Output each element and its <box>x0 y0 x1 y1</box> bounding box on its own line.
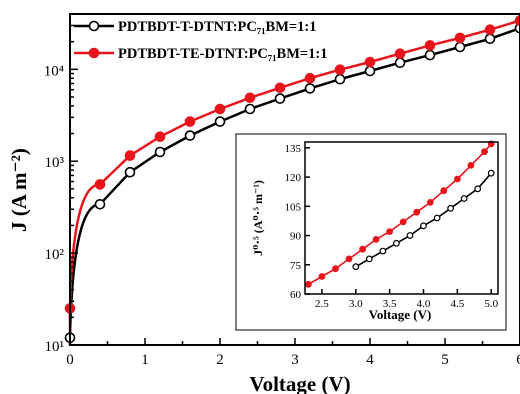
inset-point-s1-7 <box>399 218 407 226</box>
legend-label-1: PDTBDT-TE-DTNT:PC₇₁BM=1:1 <box>118 46 328 62</box>
inset-point-s1-6 <box>386 228 394 236</box>
main-point-s1-10 <box>364 56 376 68</box>
main-point-s1-6 <box>244 92 256 104</box>
inset-point-s1-12 <box>467 161 475 169</box>
main-series-markers <box>64 15 520 344</box>
main-point-s0-11 <box>394 57 406 69</box>
main-x-tick-label: 1 <box>141 352 149 368</box>
main-point-s0-7 <box>274 93 286 104</box>
inset-y-tick-label: 75 <box>290 260 302 272</box>
inset-x-tick-label: 3.0 <box>349 298 363 310</box>
inset-point-s0-2 <box>379 247 387 255</box>
main-x-tick-label: 4 <box>366 352 374 368</box>
inset-plot-frame <box>304 141 499 295</box>
main-point-s0-8 <box>304 83 316 94</box>
main-point-s0-6 <box>244 103 256 115</box>
main-y-tick-label: 10⁴ <box>44 63 64 79</box>
inset-point-s0-1 <box>365 255 373 263</box>
main-point-s1-11 <box>394 48 406 60</box>
main-point-s1-3 <box>154 131 166 142</box>
main-x-ticks: 0 1 2 3 4 5 6 <box>66 338 520 368</box>
inset-point-s0-8 <box>460 195 468 202</box>
main-point-s1-12 <box>424 40 436 51</box>
inset-point-s0-6 <box>433 214 441 222</box>
inset-x-ticks: 2.5 3.0 3.5 4.0 4.5 5.0 <box>315 289 499 310</box>
inset-chart: 2.5 3.0 3.5 4.0 4.5 5.0 60 75 90 105 120 135 Volta… <box>235 133 507 331</box>
inset-y-axis-label: J⁰⋅⁵ (A⁰⋅⁵ m⁻¹) <box>251 180 265 256</box>
main-point-s1-7 <box>274 82 286 94</box>
inset-point-s1-3 <box>345 255 353 263</box>
inset-point-s0-4 <box>406 232 414 239</box>
inset-point-s1-1 <box>318 273 326 280</box>
legend-label-0: PDTBDT-T-DTNT:PC₇₁BM=1:1 <box>118 19 317 35</box>
inset-x-tick-label: 5.0 <box>484 298 498 310</box>
main-x-tick-label: 6 <box>516 352 520 368</box>
inset-y-tick-label: 120 <box>285 172 302 184</box>
main-y-tick-label: 10¹ <box>45 339 65 355</box>
main-x-tick-label: 5 <box>441 352 449 368</box>
inset-x-tick-label: 4.0 <box>417 298 431 310</box>
inset-point-s0-0 <box>352 263 360 271</box>
inset-y-tick-label: 135 <box>285 143 302 155</box>
inset-x-axis-label: Voltage (V) <box>369 307 432 322</box>
inset-point-s1-8 <box>413 208 421 216</box>
main-x-tick-label: 3 <box>291 352 299 368</box>
inset-point-s1-5 <box>372 235 380 243</box>
inset-point-s0-9 <box>474 185 482 193</box>
main-x-tick-label: 0 <box>66 352 74 368</box>
inset-point-s1-13 <box>481 148 488 156</box>
main-y-tick-label: 10² <box>45 247 65 263</box>
main-chart: 0 1 2 3 4 5 6 10¹ 10² 10³ 10⁴ Voltage (V) J (A m⁻… <box>7 13 520 394</box>
inset-x-tick-label: 3.5 <box>383 298 397 310</box>
main-point-s0-10 <box>364 65 376 77</box>
inset-point-s1-9 <box>426 198 434 206</box>
main-point-s1-8 <box>304 72 316 84</box>
inset-background <box>235 133 507 331</box>
main-point-s1-5 <box>214 103 226 115</box>
main-point-s0-2 <box>124 166 136 178</box>
main-point-s1-15 <box>514 15 520 26</box>
inset-x-tick-label: 2.5 <box>315 298 329 310</box>
main-point-s1-1 <box>94 179 106 190</box>
main-point-s0-1 <box>94 199 106 210</box>
main-point-s0-14 <box>484 33 496 45</box>
main-point-s0-15 <box>514 22 520 34</box>
main-point-s0-3 <box>154 146 166 158</box>
main-x-axis-label: Voltage (V) <box>249 372 350 394</box>
main-point-s1-4 <box>184 116 196 127</box>
inset-point-s1-0 <box>305 280 312 288</box>
main-point-s1-9 <box>334 64 346 75</box>
main-y-ticks: 10¹ 10² 10³ 10⁴ <box>44 13 78 355</box>
main-point-s0-9 <box>334 73 346 85</box>
main-point-s0-13 <box>454 41 466 53</box>
main-point-s1-2 <box>124 150 136 161</box>
inset-y-tick-label: 105 <box>285 201 302 213</box>
inset-point-s0-7 <box>447 204 455 212</box>
inset-y-tick-label: 60 <box>290 289 302 301</box>
main-x-tick-label: 2 <box>216 352 224 368</box>
main-point-s0-4 <box>184 130 196 141</box>
main-y-axis-label: J (A m⁻²) <box>7 148 31 232</box>
main-point-s1-14 <box>484 24 496 36</box>
legend-marker-0 <box>88 20 100 32</box>
main-point-s0-5 <box>214 116 226 127</box>
inset-point-s1-10 <box>440 187 448 195</box>
legend-marker-1 <box>88 47 100 59</box>
main-point-s1-13 <box>454 32 466 44</box>
inset-point-s1-2 <box>332 265 339 273</box>
inset-point-s1-4 <box>359 245 367 253</box>
inset-x-tick-label: 4.5 <box>450 298 464 310</box>
inset-point-s0-3 <box>393 239 400 247</box>
inset-point-s1-11 <box>454 175 461 183</box>
main-y-tick-label: 10³ <box>45 155 65 171</box>
main-point-s0-12 <box>424 49 436 61</box>
legend: PDTBDT-T-DTNT:PC₇₁BM=1:1 PDTBDT-TE-DTNT:P… <box>74 19 328 62</box>
inset-y-ticks: 60 75 90 105 120 135 <box>285 143 310 301</box>
inset-point-s0-5 <box>420 222 427 230</box>
inset-series-markers <box>305 140 495 288</box>
inset-y-tick-label: 90 <box>290 231 302 243</box>
inset-point-s0-10 <box>487 169 495 177</box>
